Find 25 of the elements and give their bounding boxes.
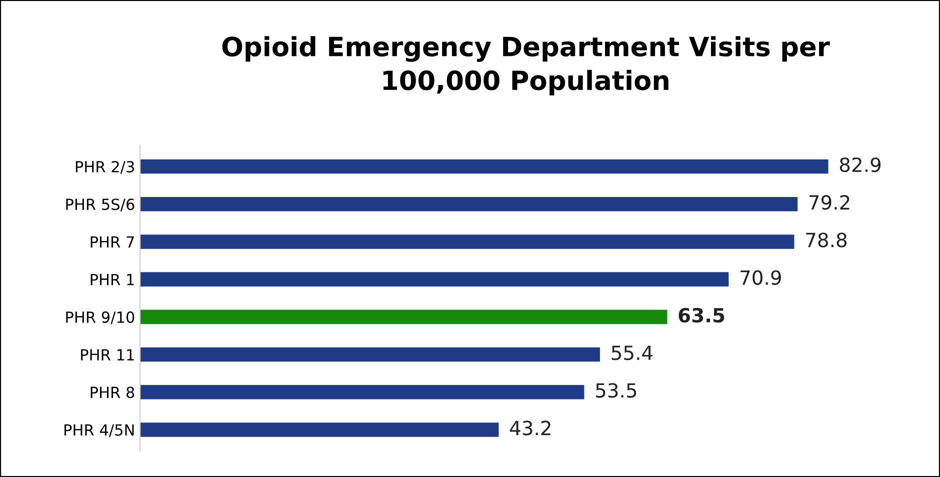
bar [140, 422, 499, 437]
y-tick-label: PHR 9/10 [66, 311, 134, 324]
bar [140, 272, 729, 286]
y-tick-label: PHR 1 [90, 274, 134, 286]
y-tick-label: PHR 11 [81, 349, 134, 360]
chart-title: Opioid Emergency Department Visits per 100,000 Population [222, 36, 830, 96]
bar [140, 159, 828, 174]
data-label: 43.2 [510, 420, 550, 436]
bar [140, 384, 584, 400]
data-label: 82.9 [840, 157, 881, 172]
data-label: 79.2 [809, 195, 850, 210]
y-tick-label: PHR 4/5N [64, 424, 134, 437]
data-label: 70.9 [740, 270, 781, 285]
bar [140, 196, 798, 212]
y-tick-label: PHR 8 [90, 386, 134, 398]
data-label: 63.5 [678, 308, 724, 323]
bar [140, 310, 668, 324]
y-tick-label: PHR 2/3 [76, 160, 134, 174]
data-label: 55.4 [612, 346, 653, 360]
bar [140, 347, 600, 362]
y-tick-label: PHR 5S/6 [66, 198, 134, 212]
data-label: 53.5 [596, 383, 636, 398]
data-label: 78.8 [806, 232, 847, 248]
bar [140, 234, 794, 249]
y-tick-label: PHR 7 [90, 236, 134, 248]
